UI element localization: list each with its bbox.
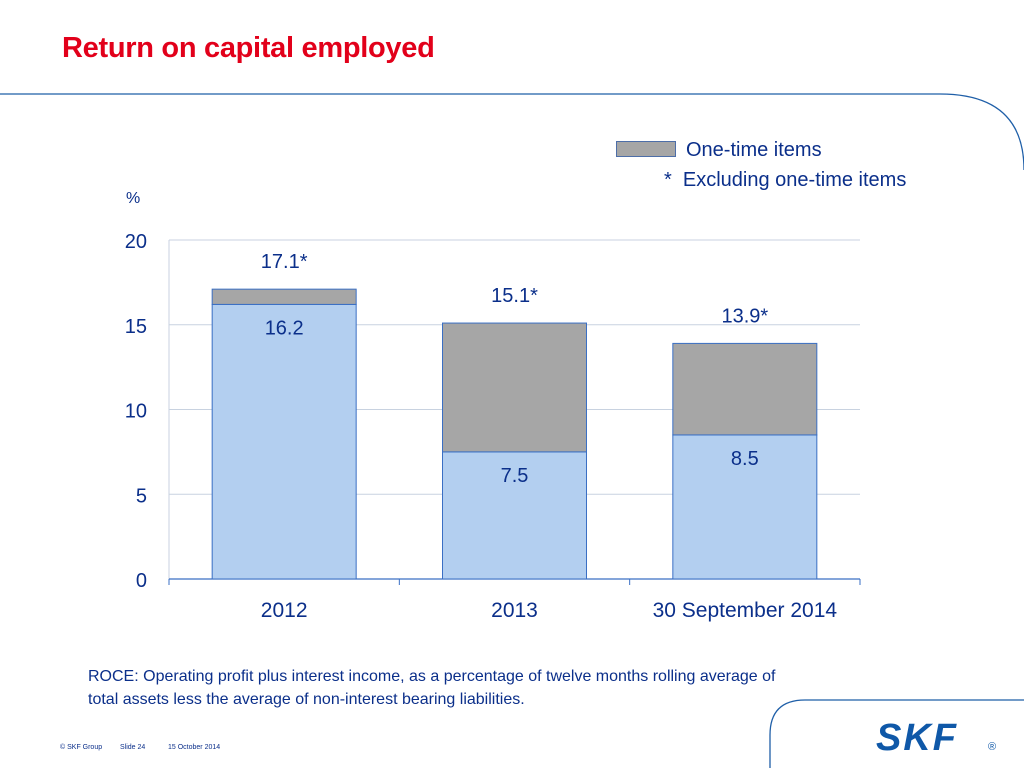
- roce-definition: ROCE: Operating profit plus interest inc…: [88, 668, 776, 708]
- y-tick-label: 10: [125, 401, 147, 423]
- data-label-base: 8.5: [731, 448, 759, 470]
- skf-logo-registered-mark: ®: [988, 741, 996, 753]
- y-axis-unit: %: [126, 190, 141, 207]
- data-label-total: 17.1*: [261, 251, 308, 273]
- bar-one-time-items: [211, 288, 357, 305]
- y-tick-label: 5: [136, 485, 147, 507]
- x-category-label: 30 September 2014: [653, 599, 838, 622]
- x-category-label: 2012: [261, 599, 308, 622]
- page-title: Return on capital employed: [62, 32, 435, 64]
- footer-copyright: © SKF Group: [60, 744, 103, 751]
- data-label-total: 15.1*: [491, 285, 538, 307]
- bar-one-time-items: [672, 342, 818, 436]
- footer-date: 15 October 2014: [168, 744, 221, 751]
- legend-swatch-one-time: [616, 141, 676, 157]
- skf-logo: SKF ®: [876, 717, 996, 757]
- roce-bar-chart: 0 5 10 15 20 16.2 17.1* 2012 7.5 15.1* 2013 8.5 13.9…: [125, 231, 861, 622]
- bar-excluding-one-time: [672, 434, 818, 580]
- bar-one-time-items: [442, 322, 587, 453]
- x-category-label: 2013: [491, 599, 538, 622]
- data-label-base: 16.2: [265, 317, 304, 339]
- legend-label-one-time: One-time items: [686, 139, 822, 161]
- y-tick-label: 0: [136, 570, 147, 592]
- y-tick-label: 15: [125, 316, 147, 338]
- data-label-total: 13.9*: [721, 305, 768, 327]
- data-label-base: 7.5: [501, 465, 529, 487]
- y-tick-label: 20: [125, 231, 147, 253]
- skf-logo-text: SKF: [876, 717, 958, 757]
- bar-excluding-one-time: [211, 303, 357, 580]
- footer-slide-number: Slide 24: [120, 744, 146, 751]
- legend-note-excluding: * Excluding one-time items: [664, 169, 907, 191]
